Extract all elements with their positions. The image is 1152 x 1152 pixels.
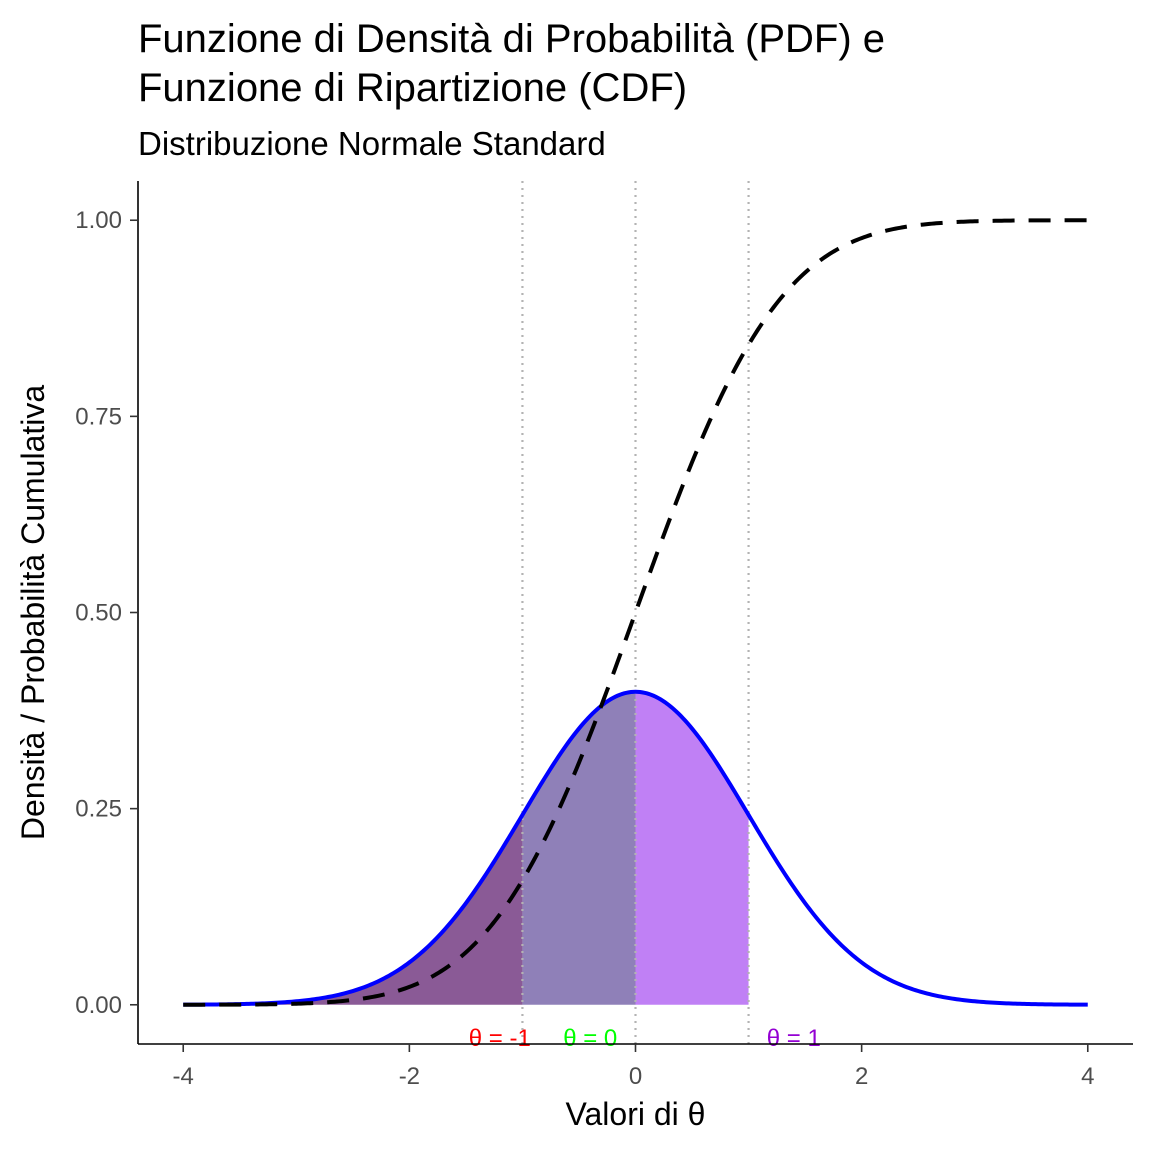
x-axis-title: Valori di θ xyxy=(566,1096,706,1132)
shaded-region-3 xyxy=(635,691,749,1005)
cdf-line xyxy=(183,218,1088,1007)
shaded-regions xyxy=(183,691,749,1005)
chart-title-line2: Funzione di Ripartizione (CDF) xyxy=(138,66,687,110)
y-tick-label: 1.00 xyxy=(75,207,122,234)
y-tick-label: 0.75 xyxy=(75,403,122,430)
pdf-line xyxy=(183,689,1088,1007)
annotation-label-2: θ = 0 xyxy=(563,1025,617,1052)
y-tick-label: 0.00 xyxy=(75,992,122,1019)
x-tick-label: -2 xyxy=(399,1063,420,1090)
shaded-region-2 xyxy=(522,691,636,1005)
chart-subtitle: Distribuzione Normale Standard xyxy=(138,125,606,162)
chart-title-line1: Funzione di Densità di Probabilità (PDF)… xyxy=(138,17,885,61)
y-tick-label: 0.25 xyxy=(75,796,122,823)
x-tick-label: -4 xyxy=(173,1063,194,1090)
shaded-region-1 xyxy=(183,814,523,1005)
y-axis-title: Densità / Probabilità Cumulativa xyxy=(15,385,51,841)
y-tick-label: 0.50 xyxy=(75,600,122,627)
x-tick-label: 4 xyxy=(1081,1063,1094,1090)
x-tick-label: 2 xyxy=(855,1063,868,1090)
annotations: θ = -1 θ = 0 θ = 1 xyxy=(469,1025,821,1052)
x-axis-ticks: -4 -2 0 2 4 xyxy=(173,1044,1094,1090)
annotation-label-1: θ = -1 xyxy=(469,1025,531,1052)
annotation-label-3: θ = 1 xyxy=(767,1025,821,1052)
series-lines xyxy=(183,218,1088,1007)
x-tick-label: 0 xyxy=(629,1063,642,1090)
y-axis-ticks: 0.00 0.25 0.50 0.75 1.00 xyxy=(75,207,138,1019)
